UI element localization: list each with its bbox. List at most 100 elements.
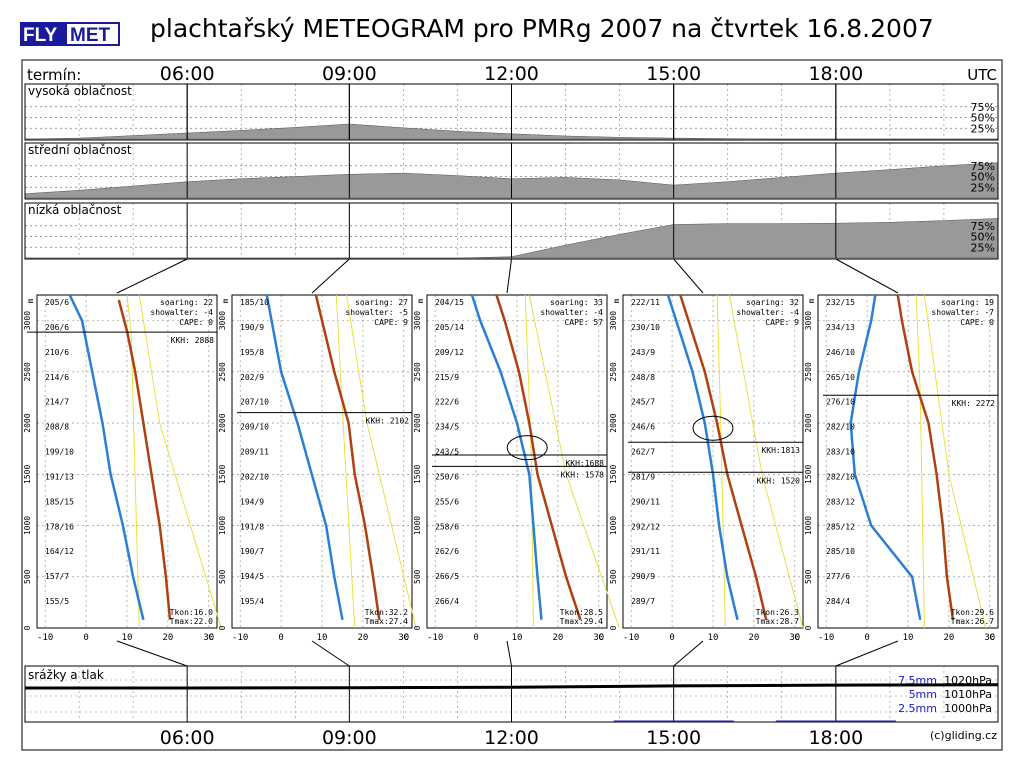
tmax-label: Tmax:27.4 [365, 617, 409, 626]
svg-text:MET: MET [70, 25, 111, 46]
wind-label: 199/10 [45, 448, 74, 457]
top-time-label: 06:00 [160, 63, 215, 85]
wind-label: 250/6 [435, 472, 459, 481]
cloud-area [25, 218, 999, 259]
soaring-index: soaring: 19 [941, 298, 994, 307]
kkh-label: KKH: 1520 [757, 476, 801, 485]
copyright-label: (c)gliding.cz [930, 729, 997, 742]
height-tick-label: 500 [218, 569, 227, 584]
wind-label: 248/8 [631, 373, 655, 382]
wind-label: 243/5 [435, 448, 459, 457]
height-tick-label: 2500 [609, 362, 618, 381]
sounding-frame [231, 294, 413, 629]
temp-tick-label: -10 [37, 633, 53, 643]
temp-tick-label: -10 [623, 633, 639, 643]
wind-label: 284/4 [826, 597, 850, 606]
soaring-index: soaring: 33 [550, 298, 603, 307]
sounding-frame [426, 294, 608, 629]
height-tick-label: 1500 [413, 464, 422, 483]
wind-label: 155/5 [45, 597, 69, 606]
height-tick-label: 1500 [218, 464, 227, 483]
tmax-label: Tmax:26.7 [951, 617, 995, 626]
wind-label: 205/6 [45, 298, 69, 307]
top-time-label: 09:00 [322, 63, 377, 85]
temp-tick-label: 20 [357, 633, 368, 643]
convergence-circle [692, 415, 734, 441]
height-tick-label: 0 [609, 625, 618, 630]
adiabat-line [728, 294, 804, 629]
utc-label: UTC [967, 66, 997, 84]
cloud-percent-label: 25% [971, 241, 995, 254]
dewpoint-line [666, 294, 739, 621]
precip-panel-label: srážky a tlak [28, 668, 104, 682]
panel-connector [311, 258, 350, 294]
temp-tick-label: 20 [162, 633, 173, 643]
cloud-panel-label: vysoká oblačnost [28, 84, 132, 98]
temp-tick-label: 30 [398, 633, 409, 643]
kkh-label: KKH:1813 [761, 446, 800, 455]
showalter-index: showalter: -5 [345, 308, 408, 317]
kkh-label: KKH: 2888 [171, 336, 215, 345]
wind-label: 277/6 [826, 572, 850, 581]
wind-label: 246/6 [631, 423, 655, 432]
height-unit-label: m [26, 298, 35, 303]
height-tick-label: 0 [23, 625, 32, 630]
cloud-percent-label: 25% [971, 122, 995, 135]
height-tick-label: 1500 [804, 464, 813, 483]
wind-label: 209/12 [435, 348, 464, 357]
height-tick-label: 1500 [23, 464, 32, 483]
wind-label: 191/8 [240, 522, 264, 531]
kkh-label: KKH: 1578 [561, 470, 605, 479]
wind-label: 283/12 [826, 497, 855, 506]
pressure-scale-label: 1000hPa [944, 702, 992, 715]
soaring-index: soaring: 32 [746, 298, 799, 307]
height-tick-label: 0 [804, 625, 813, 630]
top-time-label: 15:00 [646, 63, 701, 85]
soaring-index: soaring: 27 [355, 298, 408, 307]
cape-index: CAPE: 9 [374, 318, 408, 327]
wind-label: 157/7 [45, 572, 69, 581]
wind-label: 285/10 [826, 547, 855, 556]
pressure-scale-label: 1020hPa [944, 674, 992, 687]
height-tick-label: 2500 [218, 362, 227, 381]
termin-label: termín: [27, 66, 81, 84]
pressure-line [25, 683, 999, 690]
temp-tick-label: 10 [317, 633, 328, 643]
height-tick-label: 500 [23, 569, 32, 584]
temp-unit-label: C [794, 633, 799, 643]
wind-label: 204/15 [435, 298, 464, 307]
sounding-frame [622, 294, 804, 629]
cloud-area [24, 123, 998, 140]
dewpoint-line [68, 294, 145, 621]
wind-label: 245/7 [631, 398, 655, 407]
kkh-label: KKH:1688 [565, 459, 604, 468]
adiabat-line [346, 294, 417, 629]
wind-label: 191/13 [45, 472, 74, 481]
flymet-logo: FLY MET [20, 22, 120, 46]
wind-label: 195/8 [240, 348, 264, 357]
height-tick-label: 500 [804, 569, 813, 584]
adiabat-line [138, 294, 222, 629]
cloud-percent-label: 75% [971, 101, 995, 114]
wind-label: 185/10 [240, 298, 269, 307]
wind-label: 276/10 [826, 398, 855, 407]
height-tick-label: 0 [218, 625, 227, 630]
height-unit-label: m [221, 298, 230, 303]
wind-label: 206/6 [45, 323, 69, 332]
top-time-label: 12:00 [484, 63, 539, 85]
height-unit-label: m [807, 298, 816, 303]
temp-unit-label: C [403, 633, 408, 643]
wind-label: 214/7 [45, 398, 69, 407]
adiabat-line [923, 294, 987, 629]
wind-label: 283/10 [826, 448, 855, 457]
temp-tick-label: 0 [83, 633, 88, 643]
soaring-index: soaring: 22 [160, 298, 213, 307]
wind-label: 230/10 [631, 323, 660, 332]
kkh-label: KKH: 2272 [952, 399, 996, 408]
sounding-frame [817, 294, 999, 629]
wind-label: 202/9 [240, 373, 264, 382]
wind-label: 234/13 [826, 323, 855, 332]
height-tick-label: 2000 [218, 413, 227, 432]
temp-tick-label: 10 [708, 633, 719, 643]
